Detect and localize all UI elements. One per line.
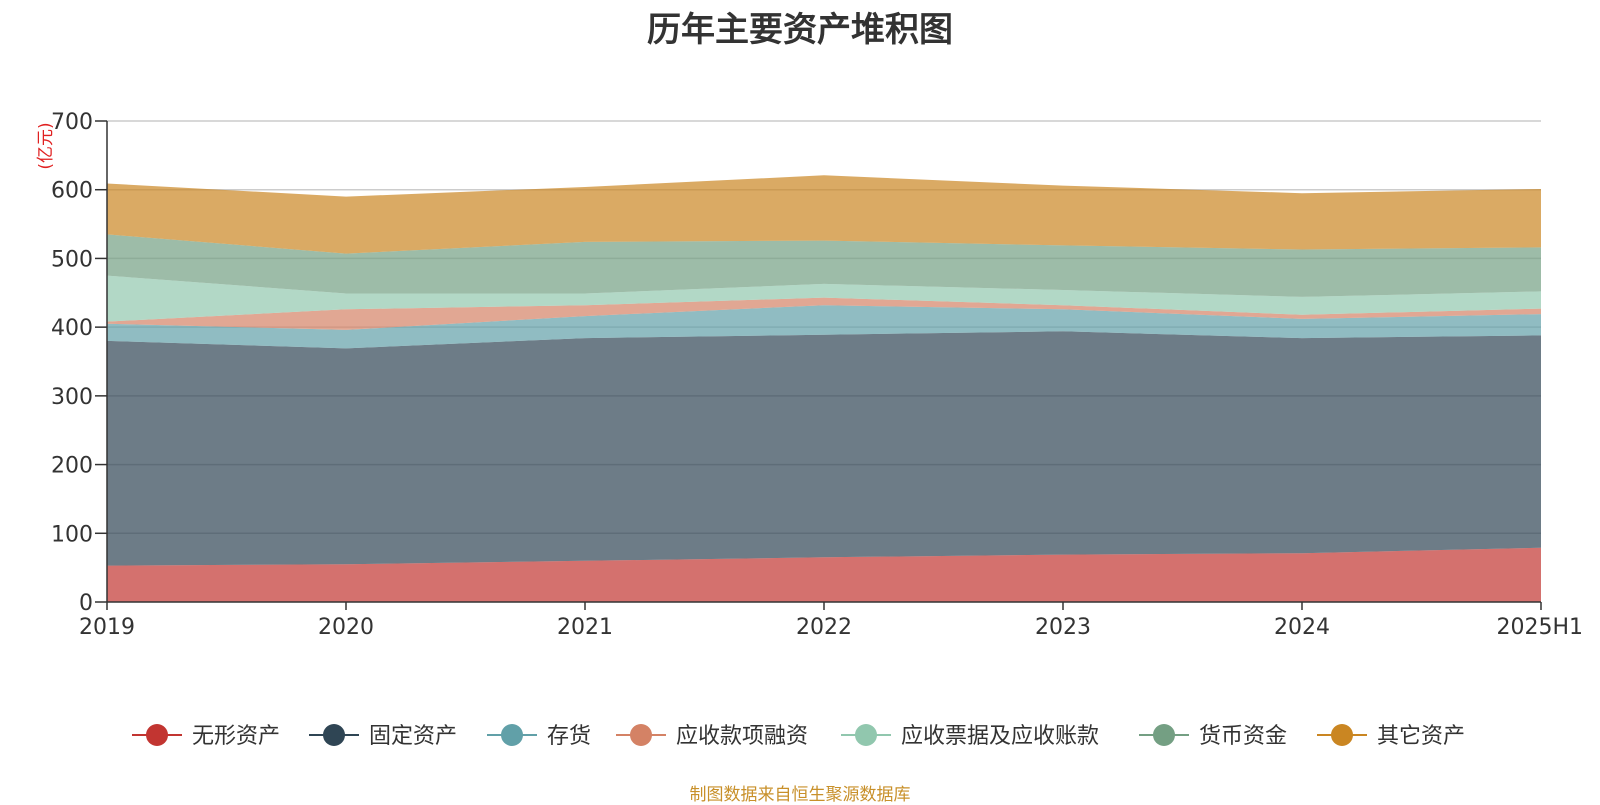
- y-tick-label: 600: [51, 179, 93, 204]
- legend-label: 货币资金: [1199, 724, 1287, 749]
- x-tick-label: 2025H1: [1496, 615, 1583, 640]
- legend-label: 无形资产: [192, 724, 280, 749]
- legend-label: 存货: [547, 724, 591, 749]
- y-tick-label: 500: [51, 247, 93, 272]
- y-tick-label: 0: [79, 591, 93, 616]
- legend-item[interactable]: 无形资产: [132, 724, 280, 749]
- area-series-7: [107, 175, 1541, 254]
- legend-item[interactable]: 应收票据及应收账款: [841, 724, 1099, 749]
- legend-label: 固定资产: [369, 724, 457, 749]
- legend-circle-icon: [630, 724, 652, 746]
- y-tick-label: 300: [51, 385, 93, 410]
- legend-item[interactable]: 其它资产: [1317, 724, 1465, 749]
- legend-label: 其它资产: [1377, 724, 1465, 749]
- data-source-note: 制图数据来自恒生聚源数据库: [689, 785, 911, 805]
- legend-circle-icon: [855, 724, 877, 746]
- legend-circle-icon: [323, 724, 345, 746]
- x-tick-label: 2023: [1035, 615, 1091, 640]
- chart-title: 历年主要资产堆积图: [647, 10, 953, 50]
- area-series-4: [107, 297, 1541, 330]
- area-layer: [107, 175, 1541, 602]
- legend: 无形资产 固定资产 存货 应收款项融资 应收票据及应收账款 货币资金 其它资产: [132, 724, 1465, 749]
- legend-circle-icon: [146, 724, 168, 746]
- x-tick-label: 2019: [79, 615, 135, 640]
- legend-circle-icon: [1153, 724, 1175, 746]
- x-tick-label: 2022: [796, 615, 852, 640]
- area-series-1: [107, 547, 1541, 602]
- area-series-2: [107, 331, 1541, 566]
- y-unit-label: (亿元): [36, 122, 56, 169]
- legend-circle-icon: [1331, 724, 1353, 746]
- legend-item[interactable]: 固定资产: [309, 724, 457, 749]
- y-tick-label: 100: [51, 522, 93, 547]
- legend-item[interactable]: 货币资金: [1139, 724, 1287, 749]
- y-tick-label: 400: [51, 316, 93, 341]
- axis-layer: 0 100 200 300 400 500 600 700 2019 2020 2021 2022 20…: [51, 110, 1583, 640]
- legend-item[interactable]: 存货: [487, 724, 591, 749]
- area-series-5: [107, 275, 1541, 322]
- x-tick-label: 2020: [318, 615, 374, 640]
- x-tick-label: 2024: [1274, 615, 1330, 640]
- area-series-6: [107, 234, 1541, 297]
- area-series-3: [107, 305, 1541, 349]
- legend-circle-icon: [501, 724, 523, 746]
- legend-label: 应收款项融资: [676, 724, 808, 749]
- legend-item[interactable]: 应收款项融资: [616, 724, 808, 749]
- legend-label: 应收票据及应收账款: [901, 724, 1099, 749]
- x-tick-label: 2021: [557, 615, 613, 640]
- y-tick-label: 200: [51, 454, 93, 479]
- y-tick-label: 700: [51, 110, 93, 135]
